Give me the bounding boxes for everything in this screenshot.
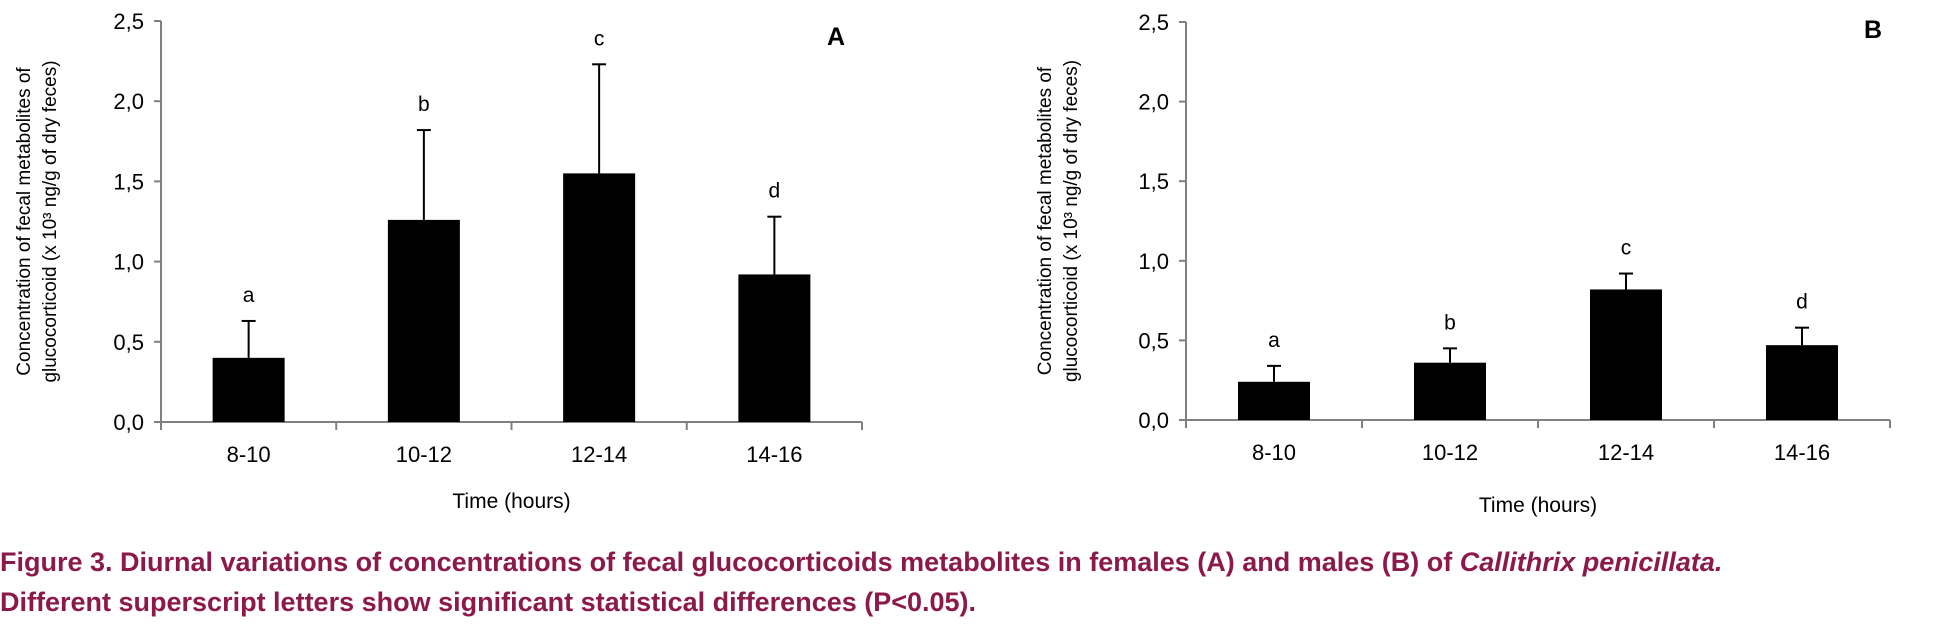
panel-a-y-tick-label: 1,0 [113, 250, 144, 275]
caption-line-2: Different superscript letters show signi… [0, 587, 977, 617]
panel-b-significance-letter: a [1268, 329, 1280, 352]
panel-b-x-axis-title: Time (hours) [1479, 494, 1597, 517]
panel-a-bar [563, 173, 636, 422]
panel-a-bar [738, 274, 811, 422]
panel-b-label: B [1864, 16, 1882, 44]
panel-a-y-tick-label: 2,0 [113, 89, 144, 114]
panel-b-significance-letter: d [1796, 291, 1808, 314]
panel-a-y-tick-label: 0,5 [113, 330, 144, 355]
figure-charts: 0,0 0,5 1,0 1,5 2,0 2,5 a 8-10 b 10-12 c 12-14 d 14-1… [14, 9, 1891, 517]
panel-a-category-label: 10-12 [396, 442, 452, 467]
panel-a-category-label: 8-10 [227, 442, 271, 467]
panel-b-y-axis-title-line-2: glucocorticoid (x 10³ ng/g of dry feces) [1061, 60, 1082, 382]
panel-a-y-axis-title-line-1: Concentration of fecal metabolites of [14, 67, 35, 376]
caption-line-1: Figure 3. Diurnal variations of concentr… [0, 542, 1940, 582]
panel-b-bar [1414, 362, 1486, 420]
panel-a-category-label: 12-14 [571, 442, 627, 467]
panel-a-bar [212, 357, 285, 422]
panel-b-category-label: 10-12 [1422, 440, 1478, 465]
panel-a-label: A [827, 23, 845, 51]
panel-b-y-tick-label: 0,5 [1138, 328, 1169, 353]
panel-a-category-label: 14-16 [746, 442, 802, 467]
panel-a-y-tick-label: 2,5 [113, 9, 144, 34]
panel-a-significance-letter: b [418, 93, 430, 116]
panel-a-y-tick-label: 1,5 [113, 169, 144, 194]
panel-b-category-label: 14-16 [1774, 440, 1830, 465]
caption-line-1-text: Figure 3. Diurnal variations of concentr… [0, 547, 1460, 577]
panel-b-y-tick-label: 1,0 [1138, 249, 1169, 274]
panel-b-y-axis-title-line-1: Concentration of fecal metabolites of [1035, 66, 1056, 375]
panel-b-bar [1766, 345, 1838, 420]
panel-b-y-tick-label: 2,5 [1138, 10, 1169, 35]
panel-b-significance-letter: c [1621, 237, 1632, 260]
panel-a-y-tick-label: 0,0 [113, 410, 144, 435]
panel-b-y-tick-label: 0,0 [1138, 408, 1169, 433]
panel-a-bar [387, 219, 460, 422]
caption-species-name: Callithrix penicillata. [1459, 547, 1723, 577]
panel-b-category-label: 8-10 [1252, 440, 1296, 465]
panel-b-y-tick-label: 2,0 [1138, 90, 1169, 115]
figure-caption: Figure 3. Diurnal variations of concentr… [0, 542, 1940, 622]
panel-b-y-tick-label: 1,5 [1138, 169, 1169, 194]
panel-a-significance-letter: d [769, 180, 781, 203]
panel-a-y-axis-title-line-2: glucocorticoid (x 10³ ng/g of dry feces) [40, 60, 61, 382]
panel-b-bar [1590, 289, 1662, 420]
panel-a-significance-letter: a [243, 284, 255, 307]
panel-b-bar [1238, 381, 1310, 420]
panel-b-significance-letter: b [1444, 311, 1456, 334]
panel-b-category-label: 12-14 [1598, 440, 1654, 465]
panel-a-x-axis-title: Time (hours) [452, 490, 570, 513]
panel-a-significance-letter: c [594, 27, 605, 50]
